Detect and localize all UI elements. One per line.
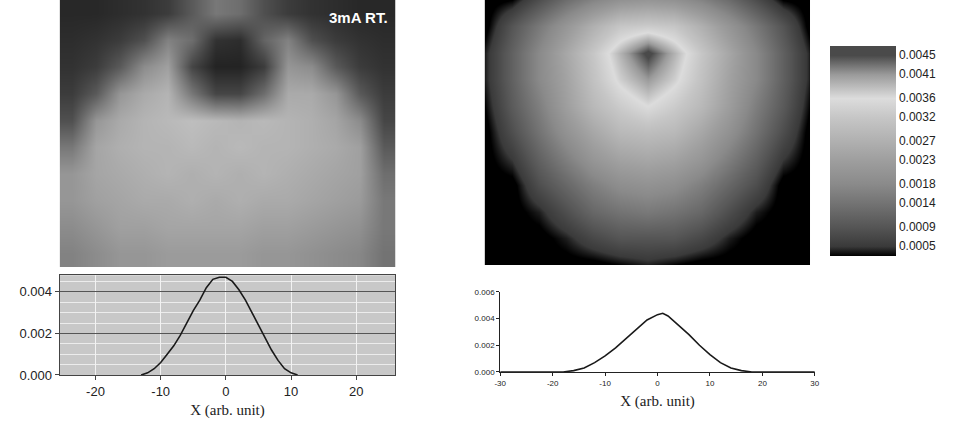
svg-text:0.0041: 0.0041: [899, 67, 936, 81]
svg-text:0: 0: [222, 384, 229, 399]
svg-text:0.004: 0.004: [475, 314, 496, 323]
svg-text:0.0045: 0.0045: [899, 48, 936, 62]
svg-text:-10: -10: [599, 379, 611, 388]
svg-text:0.0027: 0.0027: [899, 134, 936, 148]
svg-text:0.006: 0.006: [475, 288, 496, 297]
svg-text:0.002: 0.002: [475, 341, 496, 350]
svg-text:0.0009: 0.0009: [899, 220, 936, 234]
svg-text:20: 20: [349, 384, 363, 399]
svg-text:-20: -20: [547, 379, 559, 388]
svg-text:0.0014: 0.0014: [899, 196, 936, 210]
svg-text:0: 0: [655, 379, 660, 388]
svg-text:X (arb. unit): X (arb. unit): [190, 402, 265, 419]
svg-text:0.000: 0.000: [19, 368, 52, 383]
svg-text:0.0036: 0.0036: [899, 91, 936, 105]
svg-text:-30: -30: [494, 379, 506, 388]
svg-text:0.0005: 0.0005: [899, 239, 936, 253]
svg-text:-10: -10: [151, 384, 170, 399]
svg-text:10: 10: [706, 379, 715, 388]
svg-text:3mA RT.: 3mA RT.: [329, 9, 388, 26]
svg-text:0.002: 0.002: [19, 326, 52, 341]
svg-text:0.0023: 0.0023: [899, 153, 936, 167]
svg-text:30: 30: [810, 379, 819, 388]
svg-text:0.004: 0.004: [19, 284, 52, 299]
svg-text:X (arb. unit): X (arb. unit): [620, 393, 695, 410]
svg-text:-20: -20: [86, 384, 105, 399]
svg-text:0.000: 0.000: [475, 368, 496, 377]
svg-text:0.0018: 0.0018: [899, 177, 936, 191]
svg-text:0.0032: 0.0032: [899, 110, 936, 124]
svg-text:10: 10: [284, 384, 298, 399]
svg-text:20: 20: [758, 379, 767, 388]
